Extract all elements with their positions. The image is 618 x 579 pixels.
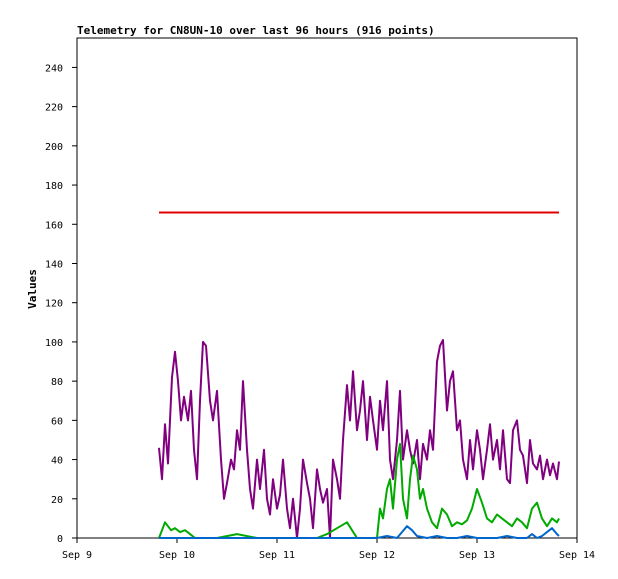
y-tick-label: 220 [45,103,63,114]
x-axis: Sep 9 Sep 10 Sep 11 Sep 12 Sep 13 Sep 14 [62,538,595,561]
y-axis-label: Values [26,269,39,309]
y-tick-label: 0 [57,534,63,545]
y-tick-label: 240 [45,63,63,74]
series-layer [158,211,560,539]
y-tick-label: 140 [45,259,63,270]
x-tick-label: Sep 13 [459,550,495,561]
y-tick-label: 180 [45,181,63,192]
plot-frame [76,37,578,539]
x-tick-label: Sep 10 [159,550,195,561]
x-tick-label: Sep 12 [359,550,395,561]
y-tick-label: 40 [51,456,63,467]
y-tick-label: 120 [45,299,63,310]
y-tick-label: 60 [51,416,63,427]
y-tick-label: 20 [51,495,63,506]
y-tick-label: 160 [45,220,63,231]
x-tick-label: Sep 14 [559,550,595,561]
chart-title: Telemetry for CN8UN-10 over last 96 hour… [77,24,435,37]
y-tick-label: 80 [51,377,63,388]
y-tick-label: 100 [45,338,63,349]
x-tick-label: Sep 9 [62,550,92,561]
series-line-3 [159,525,560,539]
y-tick-label: 200 [45,142,63,153]
series-line-1 [158,339,560,539]
y-axis: 0 20 40 60 80 100 120 140 160 180 200 220 240 [45,63,77,545]
x-tick-label: Sep 11 [259,550,295,561]
